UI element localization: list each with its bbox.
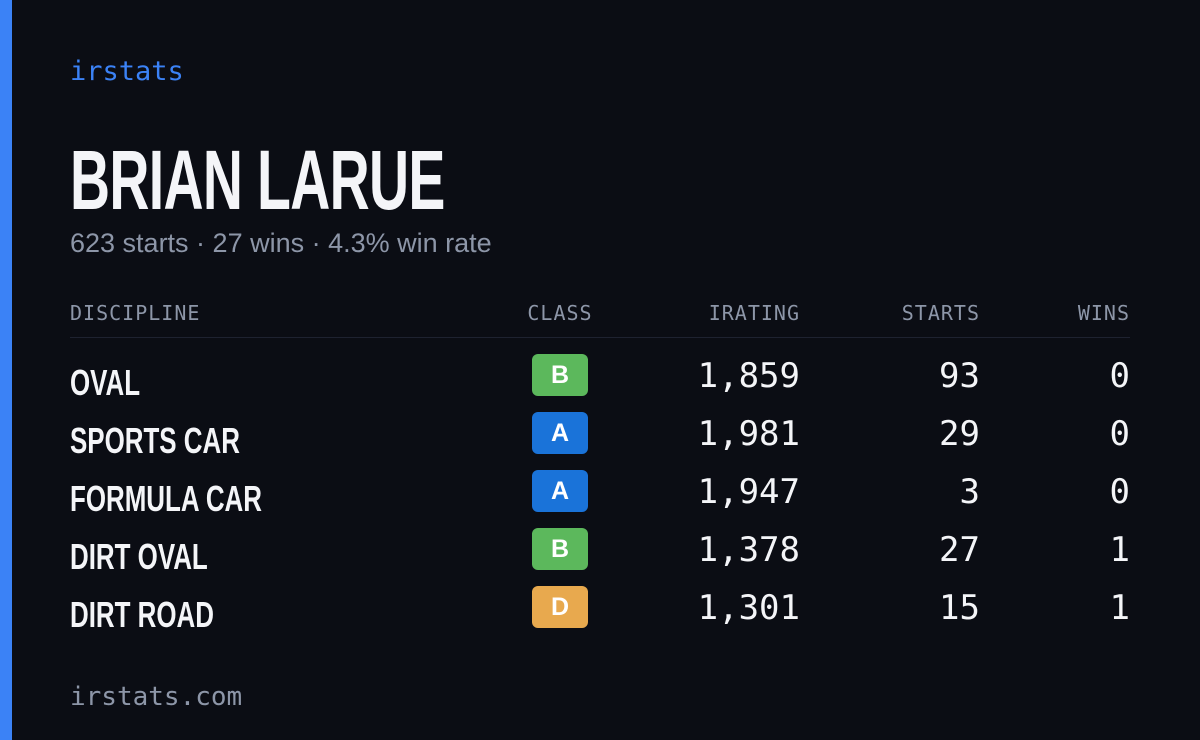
starts: 27 [939,530,980,570]
discipline: SPORTS CAR [70,420,240,461]
starts: 3 [959,472,980,512]
summary: 623 starts · 27 wins · 4.3% win rate [70,228,492,258]
wins: 0 [1109,472,1130,512]
class-badge: D [532,586,588,628]
footer: irstats.com [70,682,243,712]
column-header: DISCIPLINE [70,301,201,325]
wins: 1 [1109,588,1130,628]
irating: 1,301 [697,588,800,628]
irating: 1,981 [697,414,800,454]
driver-name: BRIAN LARUE [70,133,445,227]
irating: 1,378 [697,530,800,570]
accent-bar [0,0,12,740]
wins: 0 [1109,356,1130,396]
brand: irstats [70,56,184,87]
starts: 15 [939,588,980,628]
discipline: FORMULA CAR [70,478,262,519]
starts: 29 [939,414,980,454]
irating: 1,947 [697,472,800,512]
header-rule [70,337,1130,338]
column-header: CLASS [527,301,593,325]
class-badge: B [532,528,588,570]
class-badge: A [532,470,588,512]
discipline: DIRT OVAL [70,536,208,577]
starts: 93 [939,356,980,396]
column-header: STARTS [901,301,980,325]
discipline: DIRT ROAD [70,594,214,635]
column-header: WINS [1077,301,1130,325]
discipline: OVAL [70,362,141,403]
column-header: IRATING [708,301,800,325]
class-badge: A [532,412,588,454]
irating: 1,859 [697,356,800,396]
class-badge: B [532,354,588,396]
wins: 0 [1109,414,1130,454]
wins: 1 [1109,530,1130,570]
